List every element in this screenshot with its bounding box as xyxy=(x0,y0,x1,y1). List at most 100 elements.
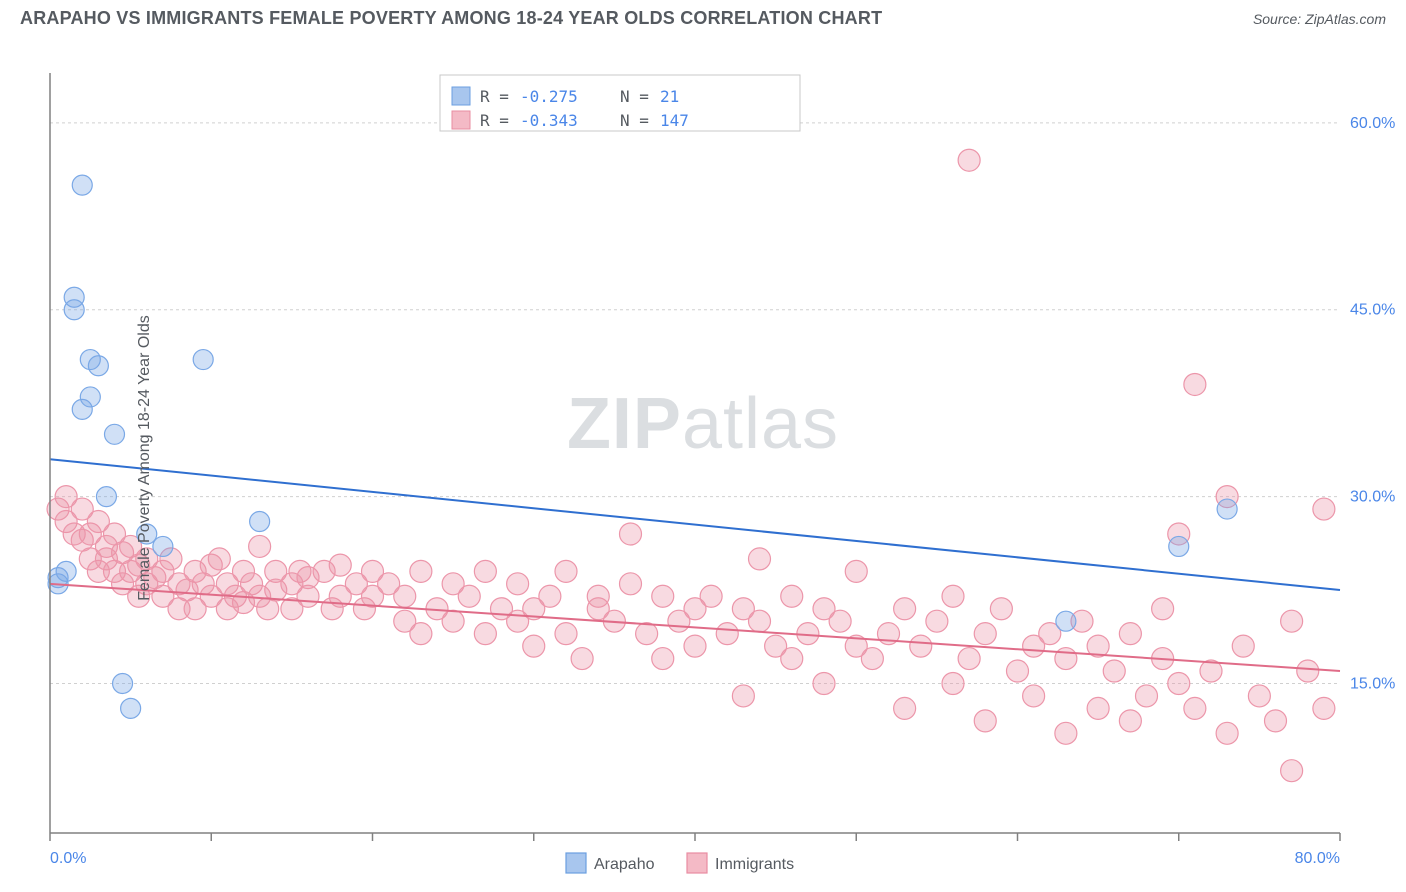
data-point-immigrants xyxy=(1087,697,1109,719)
data-point-immigrants xyxy=(1313,697,1335,719)
data-point-immigrants xyxy=(1152,598,1174,620)
data-point-immigrants xyxy=(249,535,271,557)
data-point-immigrants xyxy=(1265,710,1287,732)
data-point-immigrants xyxy=(208,548,230,570)
data-point-immigrants xyxy=(861,648,883,670)
source-name: ZipAtlas.com xyxy=(1305,11,1386,27)
data-point-immigrants xyxy=(410,560,432,582)
y-tick-label: 45.0% xyxy=(1350,302,1395,319)
source-label: Source: xyxy=(1253,11,1305,27)
data-point-immigrants xyxy=(571,648,593,670)
x-label-left: 0.0% xyxy=(50,850,86,867)
data-point-immigrants xyxy=(523,635,545,657)
data-point-immigrants xyxy=(555,560,577,582)
data-point-immigrants xyxy=(813,672,835,694)
data-point-immigrants xyxy=(716,623,738,645)
data-point-immigrants xyxy=(894,598,916,620)
data-point-arapaho xyxy=(250,512,270,532)
legend-r-value: -0.343 xyxy=(520,111,578,130)
legend-r-label: R = xyxy=(480,111,509,130)
data-point-immigrants xyxy=(1103,660,1125,682)
data-point-immigrants xyxy=(329,554,351,576)
data-point-arapaho xyxy=(153,536,173,556)
data-point-immigrants xyxy=(1119,623,1141,645)
data-point-immigrants xyxy=(474,560,496,582)
data-point-immigrants xyxy=(845,560,867,582)
trendline-immigrants xyxy=(50,584,1340,671)
data-point-immigrants xyxy=(1136,685,1158,707)
legend-n-label: N = xyxy=(620,87,649,106)
y-axis-label: Female Poverty Among 18-24 Year Olds xyxy=(136,315,154,601)
data-point-immigrants xyxy=(829,610,851,632)
legend-r-label: R = xyxy=(480,87,509,106)
data-point-immigrants xyxy=(410,623,432,645)
data-point-immigrants xyxy=(910,635,932,657)
data-point-immigrants xyxy=(652,585,674,607)
data-point-immigrants xyxy=(1007,660,1029,682)
data-point-immigrants xyxy=(700,585,722,607)
data-point-arapaho xyxy=(80,387,100,407)
data-point-immigrants xyxy=(974,710,996,732)
data-point-immigrants xyxy=(1248,685,1270,707)
source-attribution: Source: ZipAtlas.com xyxy=(1253,11,1386,27)
data-point-immigrants xyxy=(539,585,561,607)
data-point-immigrants xyxy=(1055,648,1077,670)
data-point-arapaho xyxy=(56,561,76,581)
data-point-immigrants xyxy=(620,523,642,545)
data-point-immigrants xyxy=(587,585,609,607)
data-point-immigrants xyxy=(684,635,706,657)
data-point-immigrants xyxy=(620,573,642,595)
data-point-immigrants xyxy=(1232,635,1254,657)
chart-container: Female Poverty Among 18-24 Year Olds ZIP… xyxy=(0,33,1406,883)
data-point-immigrants xyxy=(1119,710,1141,732)
data-point-immigrants xyxy=(442,610,464,632)
data-point-arapaho xyxy=(113,673,133,693)
data-point-arapaho xyxy=(193,350,213,370)
data-point-immigrants xyxy=(1313,498,1335,520)
data-point-immigrants xyxy=(394,585,416,607)
legend-n-label: N = xyxy=(620,111,649,130)
data-point-immigrants xyxy=(636,623,658,645)
data-point-immigrants xyxy=(749,548,771,570)
data-point-arapaho xyxy=(96,487,116,507)
data-point-immigrants xyxy=(1297,660,1319,682)
data-point-arapaho xyxy=(1217,499,1237,519)
y-tick-label: 60.0% xyxy=(1350,115,1395,132)
data-point-immigrants xyxy=(1281,610,1303,632)
data-point-immigrants xyxy=(1184,697,1206,719)
bottom-legend-label: Arapaho xyxy=(594,856,655,873)
data-point-immigrants xyxy=(652,648,674,670)
header-bar: ARAPAHO VS IMMIGRANTS FEMALE POVERTY AMO… xyxy=(0,0,1406,33)
legend-n-value: 21 xyxy=(660,87,679,106)
data-point-immigrants xyxy=(1055,722,1077,744)
data-point-arapaho xyxy=(105,424,125,444)
scatter-plot: 15.0%30.0%45.0%60.0%0.0%80.0%R =-0.275N … xyxy=(0,33,1406,883)
data-point-immigrants xyxy=(781,585,803,607)
data-point-arapaho xyxy=(121,698,141,718)
data-point-immigrants xyxy=(894,697,916,719)
data-point-immigrants xyxy=(926,610,948,632)
data-point-immigrants xyxy=(1184,373,1206,395)
data-point-immigrants xyxy=(781,648,803,670)
data-point-immigrants xyxy=(474,623,496,645)
data-point-immigrants xyxy=(974,623,996,645)
data-point-immigrants xyxy=(507,573,529,595)
x-label-right: 80.0% xyxy=(1295,850,1340,867)
chart-title: ARAPAHO VS IMMIGRANTS FEMALE POVERTY AMO… xyxy=(20,8,882,29)
bottom-legend-swatch xyxy=(566,853,586,873)
data-point-arapaho xyxy=(64,300,84,320)
y-tick-label: 15.0% xyxy=(1350,675,1395,692)
bottom-legend-label: Immigrants xyxy=(715,856,794,873)
legend-n-value: 147 xyxy=(660,111,689,130)
legend-swatch-arapaho xyxy=(452,87,470,105)
data-point-arapaho xyxy=(1169,536,1189,556)
data-point-immigrants xyxy=(1281,760,1303,782)
data-point-immigrants xyxy=(990,598,1012,620)
data-point-immigrants xyxy=(732,685,754,707)
data-point-immigrants xyxy=(1023,685,1045,707)
data-point-immigrants xyxy=(458,585,480,607)
data-point-immigrants xyxy=(958,149,980,171)
data-point-immigrants xyxy=(1216,722,1238,744)
data-point-immigrants xyxy=(555,623,577,645)
bottom-legend-swatch xyxy=(687,853,707,873)
